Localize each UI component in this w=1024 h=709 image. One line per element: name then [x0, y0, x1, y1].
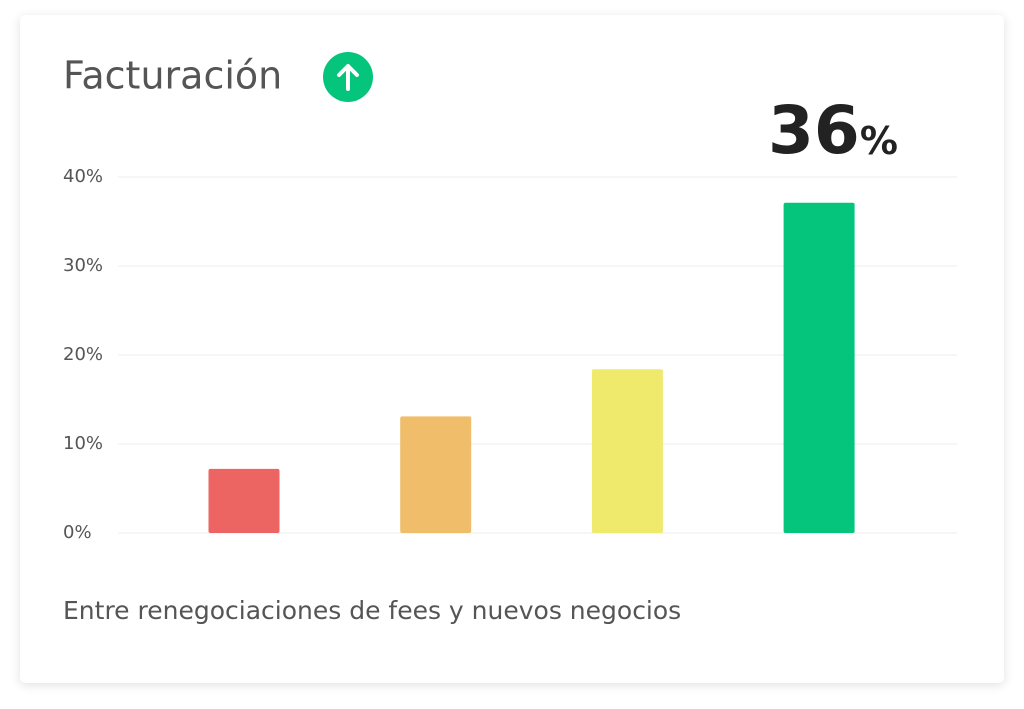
highlight-value: 36 [768, 92, 860, 169]
bar [400, 416, 472, 533]
y-tick-label: 20% [63, 344, 103, 365]
y-tick-label: 10% [63, 433, 103, 454]
subtitle: Entre renegociaciones de fees y nuevos n… [63, 596, 681, 625]
highlight: 36% [768, 92, 898, 169]
chart-title: Facturación [63, 54, 282, 98]
y-tick-label: 40% [63, 166, 103, 187]
y-tick-label: 30% [63, 255, 103, 276]
highlight-unit: % [860, 119, 898, 163]
bar [783, 202, 855, 533]
up-icon [323, 52, 373, 102]
bar [208, 468, 280, 533]
bar [591, 369, 663, 533]
y-tick-label: 0% [63, 522, 92, 543]
